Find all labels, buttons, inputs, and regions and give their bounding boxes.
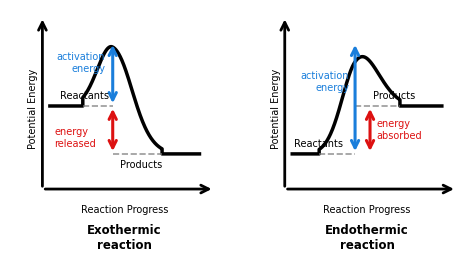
Text: energy
absorbed: energy absorbed [376, 119, 422, 141]
Text: Potential Energy: Potential Energy [28, 69, 38, 149]
Text: Potential Energy: Potential Energy [271, 69, 281, 149]
Text: Reactants: Reactants [294, 139, 343, 149]
Text: Reaction Progress: Reaction Progress [323, 205, 410, 215]
Text: Products: Products [373, 91, 415, 101]
Text: energy
released: energy released [55, 127, 96, 149]
Text: Products: Products [120, 160, 163, 170]
Text: Reaction Progress: Reaction Progress [81, 205, 168, 215]
Text: Reactants: Reactants [60, 91, 109, 101]
Text: Exothermic
reaction: Exothermic reaction [87, 224, 162, 252]
Text: activation
energy: activation energy [57, 52, 105, 74]
Text: Endothermic
reaction: Endothermic reaction [325, 224, 409, 252]
Text: activation
energy: activation energy [301, 71, 349, 93]
